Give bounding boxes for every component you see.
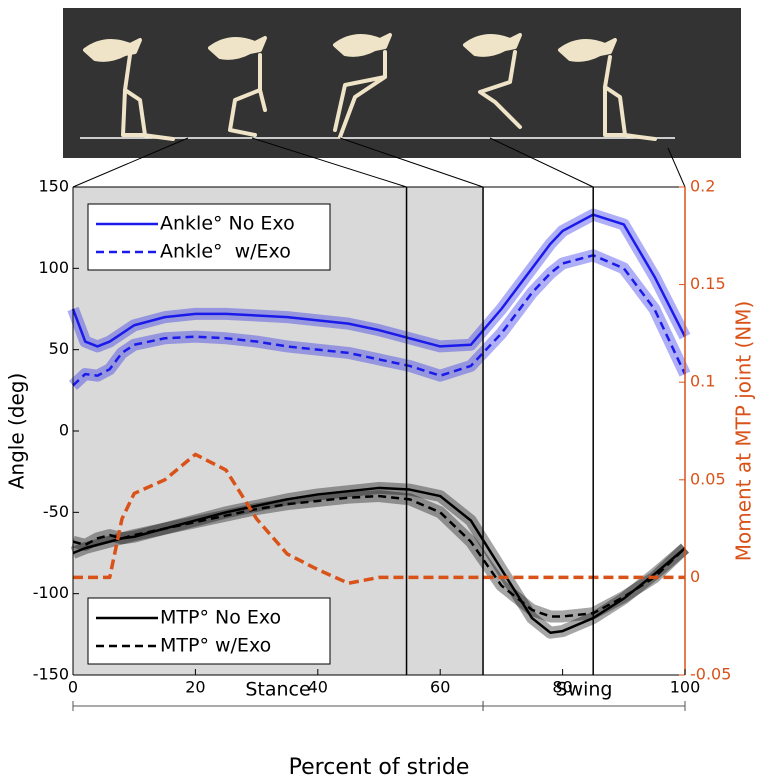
legend-label: MTP° w/Exo — [160, 635, 271, 657]
y-tick-label: -100 — [33, 583, 69, 602]
y2-tick-label: 0 — [690, 567, 700, 586]
x-tick-label: 100 — [670, 678, 701, 697]
legend: MTP° No Exo MTP° w/Exo — [87, 597, 331, 665]
series-line — [73, 452, 685, 586]
x-axis-title: Percent of stride — [289, 755, 470, 780]
y-tick-label: 50 — [49, 339, 69, 358]
skeleton — [463, 33, 522, 129]
connector — [339, 137, 484, 188]
legend-box — [87, 597, 331, 665]
x-tick-label: 0 — [68, 678, 78, 697]
y-tick-label: -150 — [33, 665, 69, 684]
connector — [251, 137, 407, 188]
x-tick-label: 40 — [308, 678, 328, 697]
y-tick-label: 150 — [38, 177, 69, 196]
series-line — [72, 254, 687, 387]
legend-label: MTP° No Exo — [160, 607, 281, 629]
y-tick-label: 0 — [59, 421, 69, 440]
skeleton — [83, 38, 175, 141]
connector — [72, 137, 189, 188]
x-tick-label: 20 — [185, 678, 205, 697]
connector — [489, 137, 594, 188]
skeleton-photo — [63, 8, 741, 158]
skeleton — [208, 36, 267, 137]
x-tick-label: 60 — [430, 678, 450, 697]
legend-box — [87, 203, 331, 271]
y2-tick-label: 0.15 — [690, 274, 726, 293]
series-line — [72, 486, 686, 634]
photo-background — [63, 8, 741, 158]
connector — [667, 147, 686, 188]
y2-tick-label: 0.05 — [690, 469, 726, 488]
x-tick-label: 80 — [552, 678, 572, 697]
y-tick-label: 100 — [38, 258, 69, 277]
y-tick-label: -50 — [43, 502, 69, 521]
legend-label: Ankle° No Exo — [160, 213, 295, 235]
y-axis-title: Angle (deg) — [5, 373, 29, 490]
skeleton — [333, 33, 392, 139]
phase-label: Stance — [245, 679, 310, 701]
skeleton — [558, 38, 657, 141]
phase-label: Swing — [556, 679, 613, 701]
series-line — [71, 213, 687, 348]
y2-tick-label: 0.1 — [690, 372, 715, 391]
legend: Ankle° No Exo Ankle° w/Exo — [87, 203, 331, 271]
y2-tick-label: -0.05 — [690, 665, 731, 684]
y2-tick-label: 0.2 — [690, 177, 715, 196]
legend-label: Ankle° w/Exo — [160, 241, 291, 263]
y2-axis-title: Moment at MTP joint (NM) — [732, 301, 756, 562]
